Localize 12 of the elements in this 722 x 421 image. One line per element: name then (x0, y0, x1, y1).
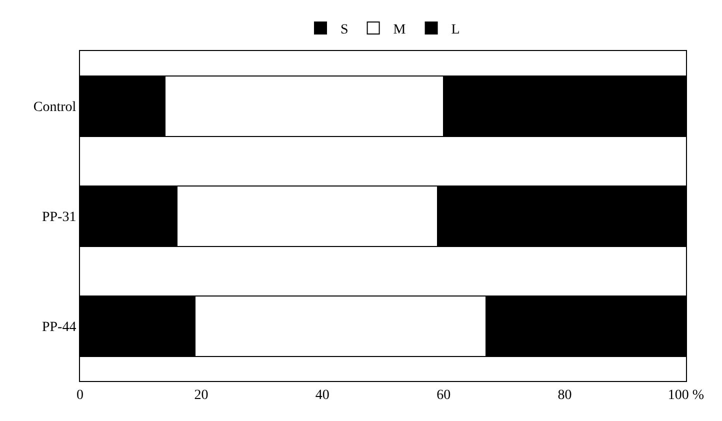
legend-label: M (393, 22, 406, 38)
y-tick-label: PP-31 (42, 210, 76, 225)
x-tick-label: 0 (76, 388, 84, 403)
x-tick-label: 80 (558, 388, 572, 403)
legend-label: L (451, 22, 460, 38)
y-tick-label: Control (33, 100, 76, 115)
x-tick-label: 20 (194, 388, 208, 403)
legend-label: S (340, 22, 348, 38)
x-tick-label: 40 (315, 388, 330, 403)
y-tick-label: PP-44 (42, 320, 76, 335)
x-tick-label: 100 % (668, 388, 704, 403)
x-tick-label: 60 (436, 388, 451, 403)
